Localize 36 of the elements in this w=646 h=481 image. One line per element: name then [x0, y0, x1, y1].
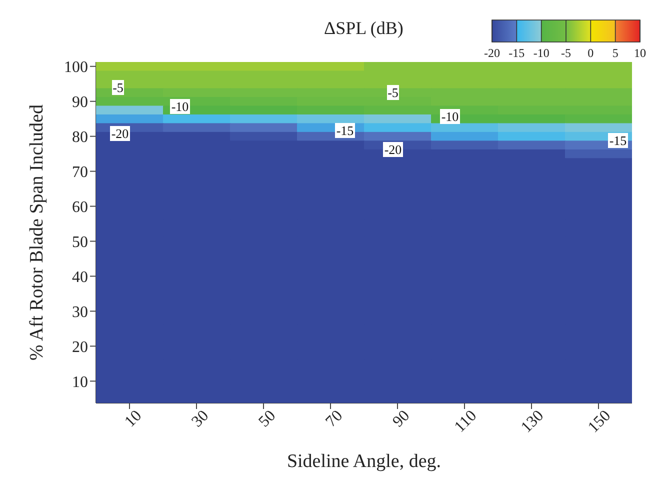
- y-tick-label: 20: [72, 338, 88, 356]
- annotation: -5: [386, 85, 400, 100]
- annotation: -15: [608, 133, 628, 148]
- y-tick-label: 70: [72, 164, 88, 181]
- x-tick-label: 50: [256, 407, 280, 431]
- color-bar-label: -15: [508, 46, 525, 60]
- color-bar-label: -5: [561, 46, 571, 60]
- x-tick-label: 130: [518, 407, 548, 436]
- annotation: -5: [112, 80, 124, 95]
- y-tick-label: 80: [72, 129, 88, 146]
- x-axis-title: Sideline Angle, deg.: [286, 451, 442, 472]
- annotation: -10: [170, 99, 190, 114]
- y-axis-title: % Aft Rotor Blade Span Included: [26, 104, 48, 360]
- y-tick-label: 30: [72, 304, 88, 321]
- annotation: -15: [335, 123, 355, 138]
- color-bar-label: 10: [634, 46, 646, 60]
- annotation: -20: [383, 142, 403, 157]
- color-bar-label: 0: [588, 46, 594, 60]
- y-tick-label: 40: [72, 268, 88, 286]
- x-tick-label: 30: [188, 407, 212, 431]
- y-tick-label: 60: [72, 198, 88, 216]
- x-tick-label: 90: [390, 407, 414, 431]
- y-tick-label: 100: [64, 59, 88, 76]
- x-tick-label: 70: [322, 407, 346, 431]
- annotation: -20: [110, 126, 130, 141]
- color-bar-label: -20: [484, 46, 500, 60]
- y-tick-label: 50: [72, 234, 88, 251]
- color-bar-label: 5: [612, 46, 618, 60]
- x-tick-label: 110: [451, 407, 480, 436]
- color-bar-label: -10: [533, 46, 550, 60]
- x-tick-label: 10: [122, 407, 146, 431]
- y-tick-label: 10: [72, 374, 88, 391]
- annotation: -10: [440, 109, 460, 124]
- x-tick-label: 150: [585, 407, 614, 436]
- y-tick-label: 90: [72, 94, 88, 112]
- color-bar-title: ΔSPL (dB): [324, 18, 404, 39]
